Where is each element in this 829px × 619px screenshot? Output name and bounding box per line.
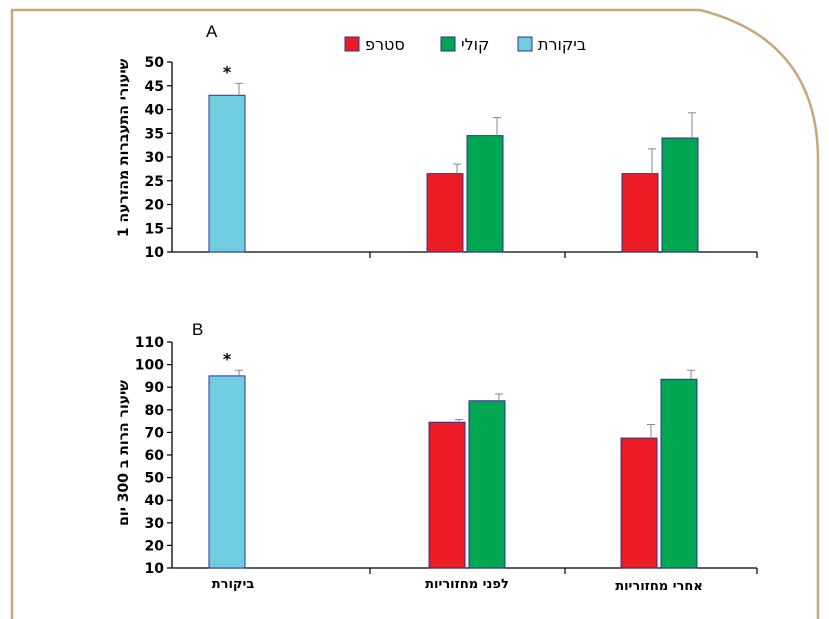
bar-control-0 xyxy=(208,94,246,253)
category-label-before: לפני מחזוריות xyxy=(425,577,509,592)
significance-star: * xyxy=(223,349,232,368)
bar-cold-1 xyxy=(466,135,504,253)
bar-cold-1 xyxy=(468,400,506,569)
y-tick-label: 60 xyxy=(145,448,165,464)
y-tick-label: 30 xyxy=(145,150,165,166)
legend: סטרפ קולי ביקורת xyxy=(344,35,586,54)
legend-label-control: ביקורת xyxy=(538,35,586,54)
bar-strap-2 xyxy=(620,437,658,569)
y-tick-label: 110 xyxy=(135,335,164,351)
category-label-after: אחרי מחזוריות xyxy=(615,579,703,594)
y-tick-label: 80 xyxy=(145,403,165,419)
y-axis-label-b: שיעור הרות ב 300 יום xyxy=(116,380,132,526)
category-label-control: ביקורת xyxy=(212,577,255,592)
y-tick-label: 100 xyxy=(135,358,164,374)
y-tick-label: 50 xyxy=(145,55,165,71)
y-tick-label: 70 xyxy=(145,425,165,441)
y-tick-label: 10 xyxy=(145,561,165,577)
significance-star: * xyxy=(223,62,232,81)
y-tick-label: 15 xyxy=(145,221,164,237)
legend-swatch-cold xyxy=(440,36,456,52)
bar-cold-2 xyxy=(661,137,699,253)
y-tick-label: 20 xyxy=(145,198,165,214)
y-tick-label: 90 xyxy=(145,380,165,396)
bar-strap-1 xyxy=(428,421,466,569)
plot-panel-a: 10 15 20 25 30 35 40 45 50 * xyxy=(145,55,758,261)
rounded-frame xyxy=(10,8,820,619)
y-axis-label-a: שיעורי התעברות מהזרעה 1 xyxy=(116,58,132,237)
bar-strap-2 xyxy=(621,173,659,253)
plot-panel-b: 10 20 30 40 50 60 70 80 90 100 110 * xyxy=(135,335,758,577)
y-tick-label: 50 xyxy=(145,471,165,487)
legend-swatch-strap xyxy=(344,36,360,52)
y-tick-label: 20 xyxy=(145,538,165,554)
bar-control-0 xyxy=(208,375,246,569)
y-tick-label: 40 xyxy=(145,493,165,509)
panel-letter-b: B xyxy=(192,320,203,339)
bar-cold-2 xyxy=(660,378,698,569)
panel-letter-a: A xyxy=(206,22,218,41)
legend-swatch-control xyxy=(517,36,533,52)
y-tick-label: 45 xyxy=(145,79,164,95)
y-tick-label: 35 xyxy=(145,126,164,142)
y-tick-label: 40 xyxy=(145,103,165,119)
y-tick-label: 10 xyxy=(145,245,165,261)
legend-label-cold: קולי xyxy=(461,35,489,54)
legend-label-strap: סטרפ xyxy=(365,35,405,54)
y-tick-label: 30 xyxy=(145,516,165,532)
y-tick-label: 25 xyxy=(145,174,164,190)
bar-strap-1 xyxy=(426,173,464,253)
